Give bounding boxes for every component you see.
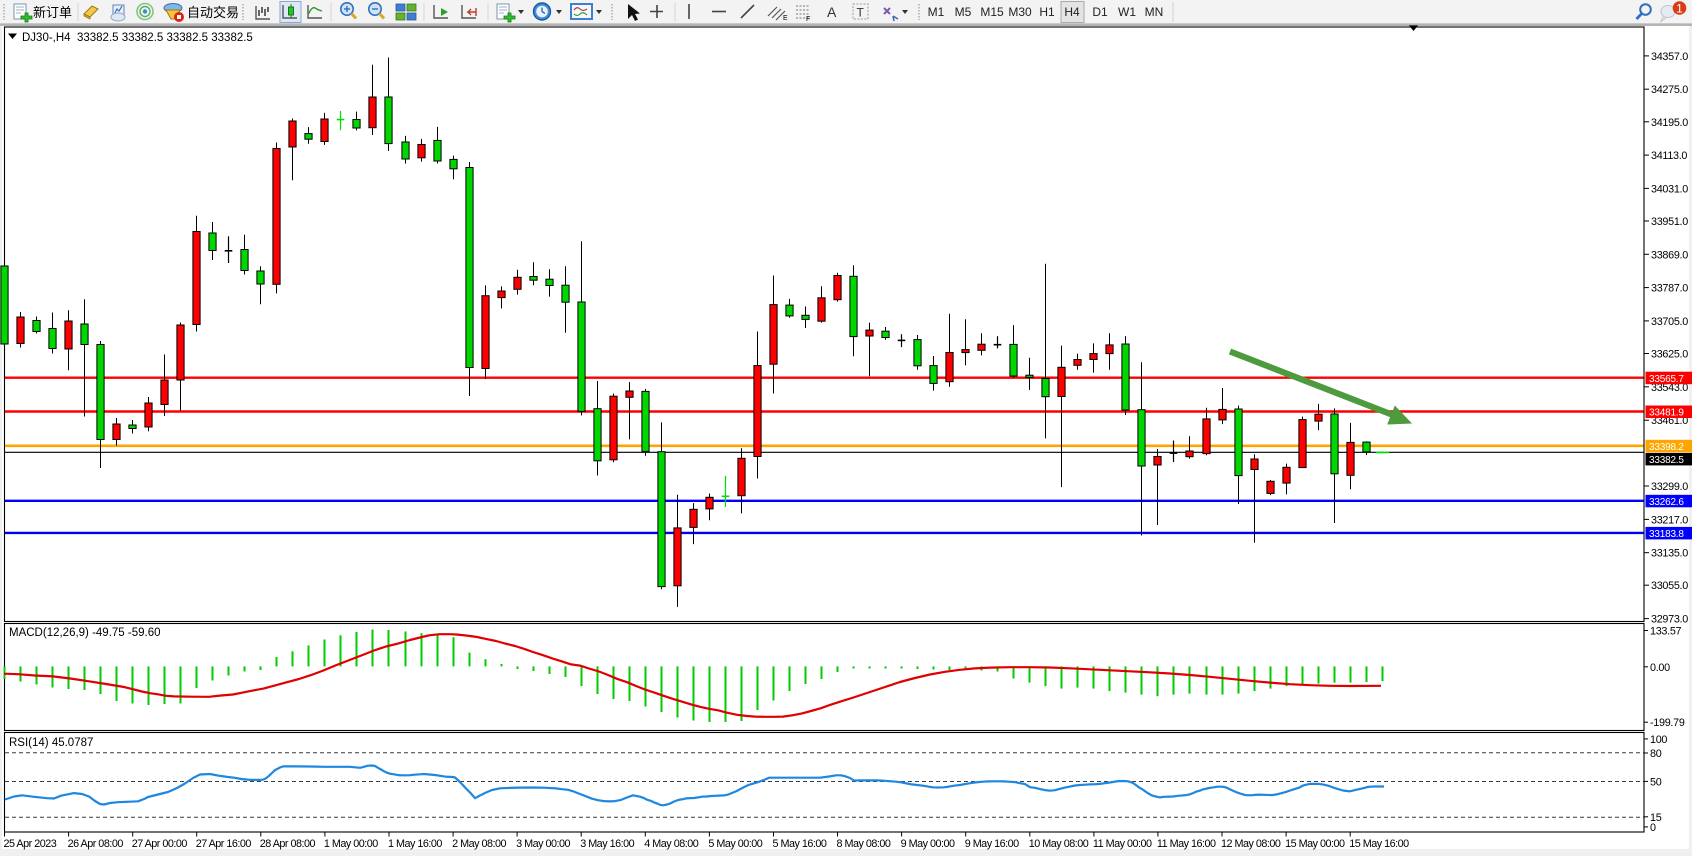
svg-text:33565.7: 33565.7 (1649, 374, 1684, 385)
svg-text:5 May 16:00: 5 May 16:00 (773, 838, 827, 850)
svg-text:34275.0: 34275.0 (1651, 84, 1688, 96)
svg-text:34357.0: 34357.0 (1651, 51, 1688, 63)
svg-text:9 May 00:00: 9 May 00:00 (901, 838, 955, 850)
svg-text:33461.0: 33461.0 (1651, 415, 1688, 427)
svg-text:33135.0: 33135.0 (1651, 548, 1688, 560)
svg-text:33951.0: 33951.0 (1651, 216, 1688, 228)
svg-text:33787.0: 33787.0 (1651, 283, 1688, 295)
svg-text:8 May 08:00: 8 May 08:00 (837, 838, 891, 850)
svg-text:27 Apr 00:00: 27 Apr 00:00 (132, 838, 188, 850)
svg-text:50: 50 (1650, 776, 1662, 788)
svg-text:11 May 00:00: 11 May 00:00 (1093, 838, 1152, 850)
svg-text:12 May 08:00: 12 May 08:00 (1221, 838, 1281, 850)
svg-text:0.00: 0.00 (1650, 662, 1670, 674)
svg-text:80: 80 (1650, 748, 1662, 760)
svg-text:26 Apr 08:00: 26 Apr 08:00 (68, 838, 124, 850)
svg-text:A: A (827, 4, 837, 20)
svg-text:M30: M30 (1008, 5, 1032, 19)
svg-text:1 May 00:00: 1 May 00:00 (324, 838, 378, 850)
svg-text:33382.5: 33382.5 (1649, 455, 1684, 466)
svg-text:10 May 08:00: 10 May 08:00 (1029, 838, 1089, 850)
svg-text:33705.0: 33705.0 (1651, 316, 1688, 328)
svg-text:33398.2: 33398.2 (1649, 442, 1684, 453)
svg-text:E: E (783, 15, 788, 22)
svg-text:T: T (857, 6, 865, 20)
svg-text:15 May 16:00: 15 May 16:00 (1349, 838, 1409, 850)
svg-text:100: 100 (1650, 734, 1667, 746)
svg-text:25 Apr 2023: 25 Apr 2023 (4, 838, 57, 850)
svg-text:34113.0: 34113.0 (1651, 150, 1687, 162)
svg-text:1 May 16:00: 1 May 16:00 (388, 838, 442, 850)
svg-text:H1: H1 (1039, 5, 1055, 19)
svg-text:新订单: 新订单 (33, 5, 72, 20)
svg-text:H4: H4 (1064, 5, 1080, 19)
svg-text:DJ30-,H4 33382.5 33382.5 3338: DJ30-,H4 33382.5 33382.5 33382.5 33382.5 (22, 32, 253, 44)
svg-text:9 May 16:00: 9 May 16:00 (965, 838, 1019, 850)
svg-text:33625.0: 33625.0 (1651, 349, 1688, 361)
svg-text:1: 1 (1676, 2, 1683, 16)
svg-text:M1: M1 (928, 5, 945, 19)
svg-text:D1: D1 (1092, 5, 1108, 19)
svg-text:28 Apr 08:00: 28 Apr 08:00 (260, 838, 316, 850)
svg-text:-199.79: -199.79 (1650, 717, 1685, 729)
svg-text:33543.0: 33543.0 (1651, 382, 1688, 394)
svg-text:33055.0: 33055.0 (1651, 580, 1688, 592)
svg-text:RSI(14) 45.0787: RSI(14) 45.0787 (9, 737, 93, 749)
svg-text:27 Apr 16:00: 27 Apr 16:00 (196, 838, 252, 850)
svg-text:15 May 00:00: 15 May 00:00 (1285, 838, 1345, 850)
svg-text:3 May 00:00: 3 May 00:00 (516, 838, 570, 850)
svg-text:M5: M5 (955, 5, 972, 19)
svg-text:34195.0: 34195.0 (1651, 117, 1688, 129)
svg-text:W1: W1 (1118, 5, 1136, 19)
svg-text:2 May 08:00: 2 May 08:00 (452, 838, 506, 850)
svg-text:3 May 16:00: 3 May 16:00 (580, 838, 634, 850)
svg-text:33183.8: 33183.8 (1649, 529, 1684, 540)
svg-text:MACD(12,26,9) -49.75 -59.60: MACD(12,26,9) -49.75 -59.60 (9, 627, 161, 639)
svg-text:33217.0: 33217.0 (1651, 514, 1688, 526)
svg-text:4 May 08:00: 4 May 08:00 (644, 838, 698, 850)
svg-text:M15: M15 (980, 5, 1004, 19)
svg-text:MN: MN (1145, 5, 1164, 19)
svg-text:自动交易: 自动交易 (187, 5, 239, 20)
svg-text:33481.9: 33481.9 (1649, 408, 1684, 419)
svg-text:33869.0: 33869.0 (1651, 249, 1688, 261)
svg-text:34031.0: 34031.0 (1651, 183, 1688, 195)
svg-text:0: 0 (1650, 822, 1656, 834)
svg-text:32973.0: 32973.0 (1651, 614, 1688, 626)
svg-text:5 May 00:00: 5 May 00:00 (708, 838, 762, 850)
svg-text:33299.0: 33299.0 (1651, 481, 1688, 493)
svg-text:11 May 16:00: 11 May 16:00 (1157, 838, 1216, 850)
svg-text:F: F (806, 16, 810, 23)
svg-text:33262.6: 33262.6 (1649, 497, 1684, 508)
svg-text:15: 15 (1650, 812, 1662, 824)
svg-text:133.57: 133.57 (1650, 626, 1682, 638)
